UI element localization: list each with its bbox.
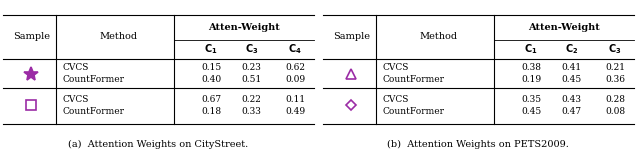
Text: Method: Method: [419, 32, 457, 41]
Text: 0.36: 0.36: [605, 75, 625, 84]
Text: Atten-Weight: Atten-Weight: [208, 23, 280, 32]
Text: 0.62: 0.62: [285, 64, 305, 72]
Text: CountFormer: CountFormer: [62, 107, 124, 116]
Text: CVCS: CVCS: [382, 64, 408, 72]
Text: 0.33: 0.33: [241, 107, 262, 116]
Text: 0.43: 0.43: [561, 95, 582, 104]
Text: 0.67: 0.67: [201, 95, 221, 104]
Text: CVCS: CVCS: [382, 95, 408, 104]
Text: $\mathbf{C_1}$: $\mathbf{C_1}$: [204, 42, 218, 56]
Text: 0.19: 0.19: [521, 75, 541, 84]
Text: $\mathbf{C_1}$: $\mathbf{C_1}$: [524, 42, 538, 56]
Text: 0.38: 0.38: [521, 64, 541, 72]
Text: Sample: Sample: [333, 32, 370, 41]
Text: $\mathbf{C_3}$: $\mathbf{C_3}$: [245, 42, 258, 56]
Text: CVCS: CVCS: [62, 95, 88, 104]
Text: (b)  Attention Weights on PETS2009.: (b) Attention Weights on PETS2009.: [387, 140, 570, 149]
Text: 0.21: 0.21: [605, 64, 625, 72]
Text: 0.28: 0.28: [605, 95, 625, 104]
Text: $\mathbf{C_4}$: $\mathbf{C_4}$: [288, 42, 302, 56]
Text: Sample: Sample: [13, 32, 50, 41]
Text: 0.49: 0.49: [285, 107, 305, 116]
Text: 0.08: 0.08: [605, 107, 625, 116]
Text: 0.41: 0.41: [561, 64, 582, 72]
Text: 0.47: 0.47: [561, 107, 582, 116]
Text: 0.40: 0.40: [201, 75, 221, 84]
Text: CountFormer: CountFormer: [62, 75, 124, 84]
Text: 0.11: 0.11: [285, 95, 305, 104]
Text: CVCS: CVCS: [62, 64, 88, 72]
Text: 0.45: 0.45: [561, 75, 582, 84]
Text: 0.09: 0.09: [285, 75, 305, 84]
Text: 0.51: 0.51: [241, 75, 262, 84]
Text: Atten-Weight: Atten-Weight: [528, 23, 600, 32]
Text: 0.35: 0.35: [521, 95, 541, 104]
Text: $\mathbf{C_2}$: $\mathbf{C_2}$: [565, 42, 578, 56]
Text: (a)  Attention Weights on CityStreet.: (a) Attention Weights on CityStreet.: [68, 140, 248, 149]
Text: 0.22: 0.22: [241, 95, 262, 104]
Text: 0.18: 0.18: [201, 107, 221, 116]
Text: 0.45: 0.45: [521, 107, 541, 116]
Text: Method: Method: [99, 32, 137, 41]
Text: CountFormer: CountFormer: [382, 107, 444, 116]
Text: 0.15: 0.15: [201, 64, 221, 72]
Text: CountFormer: CountFormer: [382, 75, 444, 84]
Text: 0.23: 0.23: [241, 64, 262, 72]
Text: $\mathbf{C_3}$: $\mathbf{C_3}$: [608, 42, 621, 56]
